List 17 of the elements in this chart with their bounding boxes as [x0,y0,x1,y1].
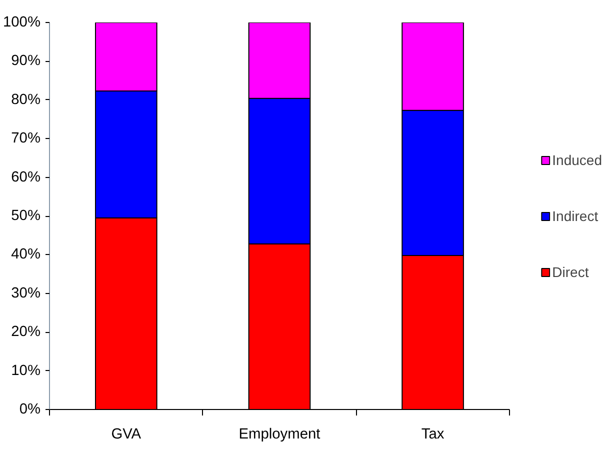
y-tick-label: 80% [11,92,41,108]
y-tick-label: 90% [11,53,41,70]
y-tick-label: 30% [11,285,41,302]
y-tick-label: 70% [11,130,41,147]
legend-label: Direct [552,264,589,280]
y-tick-label: 40% [11,246,41,263]
x-tick-label: Tax [421,426,445,442]
x-tick-label: GVA [111,426,142,442]
y-tick-label: 60% [11,169,41,186]
y-tick-label: 10% [11,362,41,379]
y-tick-label: 20% [11,324,41,340]
legend-label: Induced [552,152,602,168]
legend-label: Indirect [552,208,598,224]
y-tick-label: 50% [11,208,41,224]
y-tick-label: 100% [3,14,41,30]
x-tick-label: Employment [238,426,320,442]
y-tick-label: 0% [19,402,41,418]
